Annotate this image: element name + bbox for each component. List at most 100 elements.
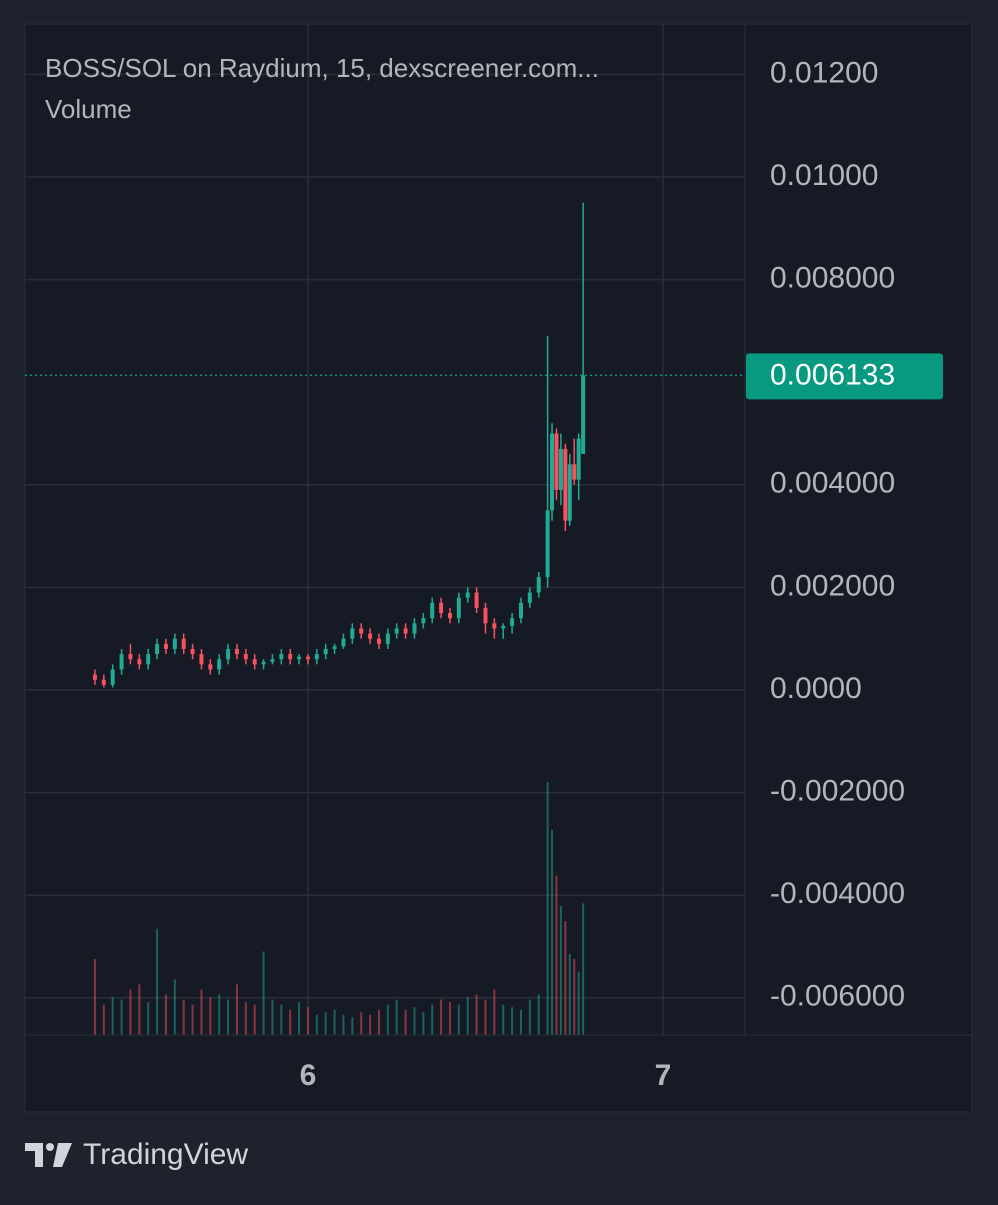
volume-bar (502, 1004, 505, 1035)
candle-body (567, 464, 572, 521)
volume-bar (173, 979, 176, 1035)
volume-bar (227, 999, 230, 1035)
volume-bar (324, 1012, 327, 1035)
candle-body (447, 613, 452, 619)
volume-bar (111, 997, 114, 1035)
candle-body (305, 656, 310, 660)
candle-body (288, 654, 293, 660)
y-tick-label: 0.008000 (770, 262, 895, 295)
volume-bar (466, 997, 469, 1035)
candle-body (474, 592, 479, 608)
volume-bar (568, 954, 571, 1035)
volume-bar (129, 989, 132, 1035)
y-tick-label: -0.006000 (770, 980, 905, 1013)
candle-body (465, 592, 470, 598)
candle-body (412, 623, 417, 634)
volume-bar (244, 1002, 247, 1035)
volume-bar (289, 1009, 292, 1035)
y-tick-label: 0.004000 (770, 467, 895, 500)
candle-body (558, 448, 563, 490)
volume-bar (235, 984, 238, 1035)
candle-body (483, 607, 488, 624)
candle-body (527, 592, 532, 603)
volume-bar (537, 994, 540, 1035)
volume-bar (404, 1009, 407, 1035)
candle-body (572, 464, 577, 480)
volume-bar (431, 1004, 434, 1035)
candle-body (137, 659, 142, 665)
candle-body (545, 510, 550, 578)
candle-body (394, 628, 399, 634)
panel (24, 23, 973, 1113)
candle-body (190, 648, 195, 655)
candle-body (456, 597, 461, 619)
y-tick-label: 0.01200 (770, 56, 878, 89)
volume-bar (333, 1009, 336, 1035)
candle-body (146, 654, 151, 665)
volume-bar (315, 1014, 318, 1035)
volume-bar (493, 989, 496, 1035)
y-tick-label: -0.002000 (770, 775, 905, 808)
candle-body (376, 638, 381, 644)
candle-body (199, 654, 204, 665)
candle-body (155, 643, 160, 655)
volume-bar (369, 1014, 372, 1035)
candle-body (208, 664, 213, 670)
candle-body (563, 448, 568, 521)
volume-bar (577, 971, 580, 1035)
volume-bar (484, 999, 487, 1035)
candle-body (297, 656, 302, 660)
volume-bar (102, 1004, 105, 1035)
volume-bar (440, 999, 443, 1035)
x-tick-label: 6 (300, 1059, 317, 1092)
candle-body (163, 643, 168, 649)
candle-body (518, 602, 523, 619)
candle-body (554, 433, 559, 490)
volume-bar (93, 959, 96, 1035)
volume-bar (191, 1004, 194, 1035)
grid (25, 24, 745, 1035)
candle-body (359, 628, 364, 634)
volume-bar (138, 984, 141, 1035)
candle-body (92, 674, 97, 680)
candle-body (385, 633, 390, 644)
candle-body (492, 623, 497, 629)
x-tick-label: 7 (655, 1059, 672, 1092)
chart-title: BOSS/SOL on Raydium, 15, dexscreener.com… (45, 53, 599, 83)
volume-bar (457, 1004, 460, 1035)
candle-body (128, 654, 133, 660)
volume-bar (218, 994, 221, 1035)
volume-bar (262, 951, 265, 1035)
volume-bar (528, 999, 531, 1035)
candle-body (243, 654, 248, 660)
volume-bar (422, 1012, 425, 1035)
candle-body (270, 659, 275, 662)
volume-bar (147, 1002, 150, 1035)
candle-body (314, 654, 319, 660)
last-price-label: 0.006133 (770, 358, 895, 391)
brand-logo (25, 1143, 72, 1167)
volume-bar (156, 928, 159, 1035)
y-tick-label: 0.002000 (770, 569, 895, 602)
candle-body (576, 438, 581, 480)
volume-bar (564, 921, 567, 1035)
volume-bar (360, 1012, 363, 1035)
candle-body (172, 638, 177, 649)
volume-bar (306, 1007, 309, 1035)
candle-body (501, 625, 506, 629)
volume-bar (271, 999, 274, 1035)
candles (92, 202, 586, 688)
volume-bar (475, 994, 478, 1035)
brand: TradingView (83, 1138, 248, 1171)
candle-body (439, 602, 444, 614)
y-tick-label: 0.01000 (770, 159, 878, 192)
volume-bar (448, 1002, 451, 1035)
candle-body (430, 602, 435, 619)
candle-body (350, 628, 355, 639)
volume-bar (253, 1004, 256, 1035)
volume-bar (342, 1014, 345, 1035)
volume-bar (164, 994, 167, 1035)
volume-bar (280, 1004, 283, 1035)
candle-body (403, 628, 408, 634)
